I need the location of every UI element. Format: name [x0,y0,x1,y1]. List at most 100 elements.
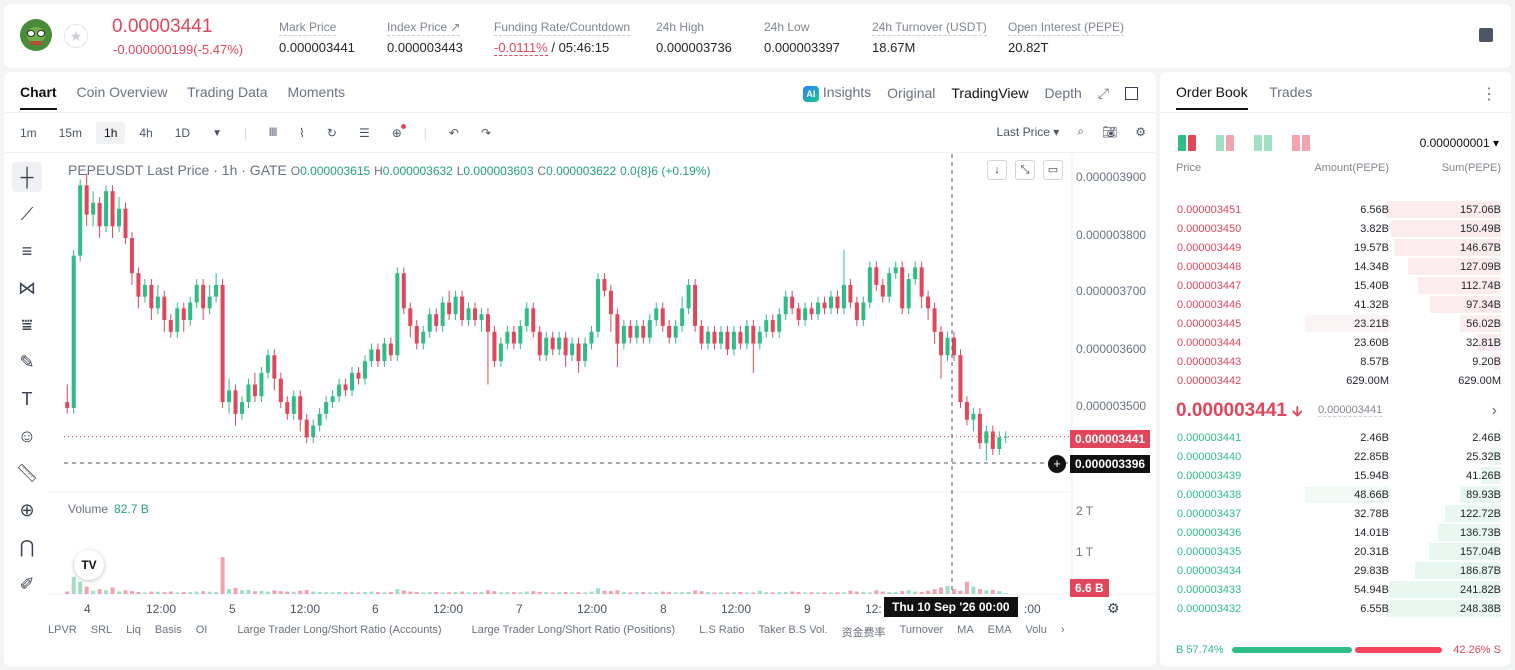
ruler-icon[interactable]: 📏︎ [15,462,39,483]
favorite-star-icon[interactable]: ★ [64,24,88,48]
interval-1h[interactable]: 1h [96,122,126,144]
interval-1m[interactable]: 1m [20,126,37,140]
indicator-item[interactable]: MA [957,624,974,636]
camera-icon[interactable]: 📷︎ [1102,124,1118,139]
fullscreen-icon[interactable] [1125,86,1138,100]
add-indicator-icon[interactable]: ⊕ [384,122,410,144]
more-icon[interactable]: ⋮ [1481,86,1497,103]
ask-row[interactable]: 0.000003451 6.56B 157.06B [1160,200,1511,219]
chevron-right-icon[interactable]: › [1060,624,1065,636]
trend-line-icon[interactable]: ⟋ [20,203,34,224]
mode-sells-icon[interactable] [1292,135,1310,151]
indicator-item[interactable]: Large Trader Long/Short Ratio (Accounts) [237,624,442,636]
bid-row[interactable]: 0.000003441 2.46B 2.46B [1160,428,1511,447]
indicator-item[interactable]: Turnover [899,624,944,636]
pattern-icon[interactable]: ⋈ [18,277,36,298]
bid-row[interactable]: 0.000003438 48.66B 89.93B [1160,485,1511,504]
precision-select[interactable]: 0.000000001 ▾ [1419,136,1499,150]
add-alert-icon[interactable]: + [1048,455,1066,473]
axis-settings-icon[interactable]: ⚙ [1107,600,1120,616]
candlestick-chart[interactable] [4,72,1156,666]
indicator-item[interactable]: Large Trader Long/Short Ratio (Positions… [471,624,676,636]
bid-row[interactable]: 0.000003440 22.85B 25.32B [1160,447,1511,466]
candle-type-icon[interactable]: 𝍬 [269,124,278,139]
tradingview-logo[interactable]: TV [74,550,104,580]
emoji-icon[interactable]: ☺ [17,425,37,446]
indicator-item[interactable]: 资金费率 [841,627,886,639]
bid-row[interactable]: 0.000003439 15.94B 41.26B [1160,466,1511,485]
expand-icon[interactable]: ⤢ [1097,84,1109,101]
indicator-item[interactable]: Liq [126,624,141,636]
volume-bar [951,589,956,594]
bid-row[interactable]: 0.000003436 14.01B 136.73B [1160,523,1511,542]
ask-row[interactable]: 0.000003447 15.40B 112.74B [1160,276,1511,295]
indicator-item[interactable]: L.S Ratio [699,624,745,636]
search-icon[interactable]: ⌕ [1077,124,1084,138]
ask-row[interactable]: 0.000003449 19.57B 146.67B [1160,238,1511,257]
ask-row[interactable]: 0.000003444 23.60B 32.81B [1160,333,1511,352]
indicator-item[interactable]: Volu [1025,624,1047,636]
tab-coin-overview[interactable]: Coin Overview [76,84,168,100]
templates-icon[interactable]: ☰ [358,126,370,140]
gear-icon[interactable]: ⚙ [1135,124,1146,139]
price-type-select[interactable]: Last Price ▾ [996,124,1060,139]
interval-1d[interactable]: 1D [174,126,191,140]
volume-bar [744,592,749,594]
interval-dropdown-icon[interactable]: ▼ [212,127,222,139]
view-original[interactable]: Original [887,85,936,101]
mode-asks-icon[interactable] [1216,135,1234,151]
order-price: 0.000003449 [1177,242,1242,254]
view-depth[interactable]: Depth [1044,85,1082,101]
indicator-item[interactable]: EMA [987,624,1012,636]
tab-moments[interactable]: Moments [287,84,346,100]
ask-row[interactable]: 0.000003446 41.32B 97.34B [1160,295,1511,314]
magnet-icon[interactable]: ⋂ [19,536,35,557]
ask-row[interactable]: 0.000003445 23.21B 56.02B [1160,314,1511,333]
stat-index-price[interactable]: Index Price ↗ 0.000003443 [387,20,463,55]
bid-row[interactable]: 0.000003437 32.78B 122.72B [1160,504,1511,523]
maximize-icon[interactable]: ▭ [1043,160,1063,180]
indicator-item[interactable]: SRL [90,624,113,636]
mode-both-icon[interactable] [1178,135,1196,151]
replay-icon[interactable]: ↻ [326,126,337,140]
indicator-item[interactable]: Taker B.S Vol. [758,624,828,636]
tab-trading-data[interactable]: Trading Data [187,84,268,100]
indicator-item[interactable]: Basis [154,624,182,636]
tab-chart[interactable]: Chart [20,84,57,110]
bid-row[interactable]: 0.000003434 29.83B 186.87B [1160,561,1511,580]
chevron-right-icon[interactable]: › [1491,402,1497,419]
scroll-down-icon[interactable]: ↓ [987,160,1007,180]
interval-4h[interactable]: 4h [139,126,153,140]
depth-bar [1481,467,1501,484]
ask-row[interactable]: 0.000003448 14.34B 127.09B [1160,257,1511,276]
bid-row[interactable]: 0.000003432 6.55B 248.38B [1160,599,1511,618]
text-icon[interactable]: T [21,388,33,409]
ask-row[interactable]: 0.000003443 8.57B 9.20B [1160,352,1511,371]
indicator-icon[interactable]: ⌇ [299,126,305,140]
bid-row[interactable]: 0.000003433 54.94B 241.82B [1160,580,1511,599]
candle-body [350,372,355,391]
pencil-lock-icon[interactable]: ✐ [19,573,35,594]
horizontal-lines-icon[interactable]: ≡ [21,240,33,261]
volume-bar [369,591,374,594]
fib-icon[interactable]: ⩸ [21,314,33,335]
crosshair-icon[interactable]: ┼ [12,162,42,192]
indicator-item[interactable]: OI [195,624,208,636]
brush-icon[interactable]: ✎ [19,351,35,372]
insights-button[interactable]: AI Insights [802,84,871,102]
tab-order-book[interactable]: Order Book [1176,84,1248,110]
volume-bar [835,592,840,594]
mode-bids-icon[interactable] [1254,135,1272,151]
redo-icon[interactable]: ↷ [480,126,492,140]
ask-row[interactable]: 0.000003450 3.82B 150.49B [1160,219,1511,238]
indicator-item[interactable]: LPVR [48,624,77,636]
interval-15m[interactable]: 15m [58,126,83,140]
book-icon[interactable] [1479,28,1493,42]
bid-row[interactable]: 0.000003435 20.31B 157.04B [1160,542,1511,561]
undo-icon[interactable]: ↶ [448,126,459,140]
zoom-icon[interactable]: ⊕ [19,499,35,520]
view-tradingview[interactable]: TradingView [951,85,1029,101]
tab-trades[interactable]: Trades [1269,84,1313,100]
collapse-icon[interactable]: ⤡ [1015,160,1035,180]
ask-row[interactable]: 0.000003442 629.00M 629.00M [1160,371,1511,390]
